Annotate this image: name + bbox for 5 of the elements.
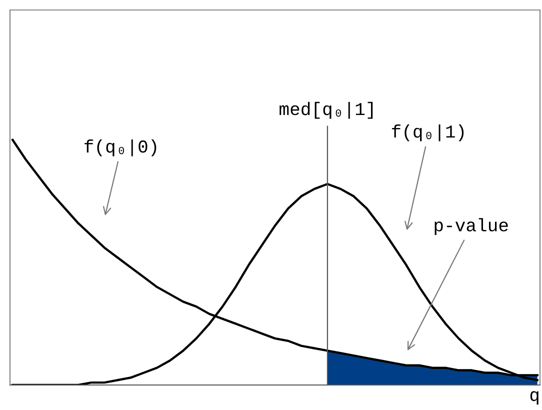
- text: p-value: [434, 218, 508, 235]
- text: med[q₀|1]: [280, 102, 373, 119]
- x-axis-title: q: [530, 391, 538, 405]
- text: f(q₀|1): [392, 124, 464, 142]
- text: f(q₀|0): [84, 139, 156, 156]
